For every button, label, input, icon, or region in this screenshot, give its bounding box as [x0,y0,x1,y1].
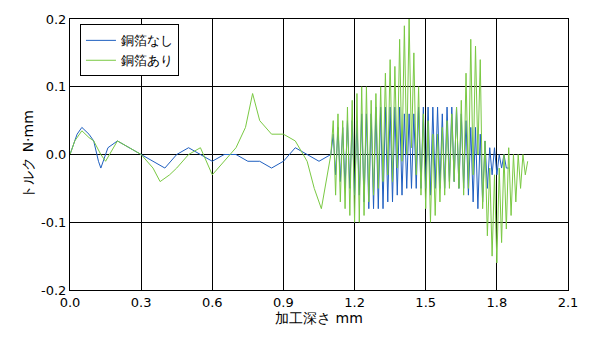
svg-text:加工深さ mm: 加工深さ mm [275,310,363,326]
svg-text:0.1: 0.1 [46,79,67,94]
svg-text:2.1: 2.1 [558,295,579,310]
svg-text:トルク N·mm: トルク N·mm [20,110,36,199]
svg-text:-0.2: -0.2 [41,283,66,298]
svg-text:銅箔あり: 銅箔あり [121,53,173,68]
svg-text:0.2: 0.2 [46,12,67,27]
svg-text:0.0: 0.0 [60,295,81,310]
svg-text:0.6: 0.6 [202,295,223,310]
svg-text:-0.1: -0.1 [41,215,66,230]
svg-text:1.5: 1.5 [415,295,436,310]
svg-text:0.9: 0.9 [273,295,294,310]
svg-text:1.8: 1.8 [487,295,508,310]
svg-text:1.2: 1.2 [344,295,365,310]
svg-text:銅箔なし: 銅箔なし [121,33,173,48]
svg-text:0.0: 0.0 [46,147,67,162]
svg-text:0.3: 0.3 [131,295,152,310]
